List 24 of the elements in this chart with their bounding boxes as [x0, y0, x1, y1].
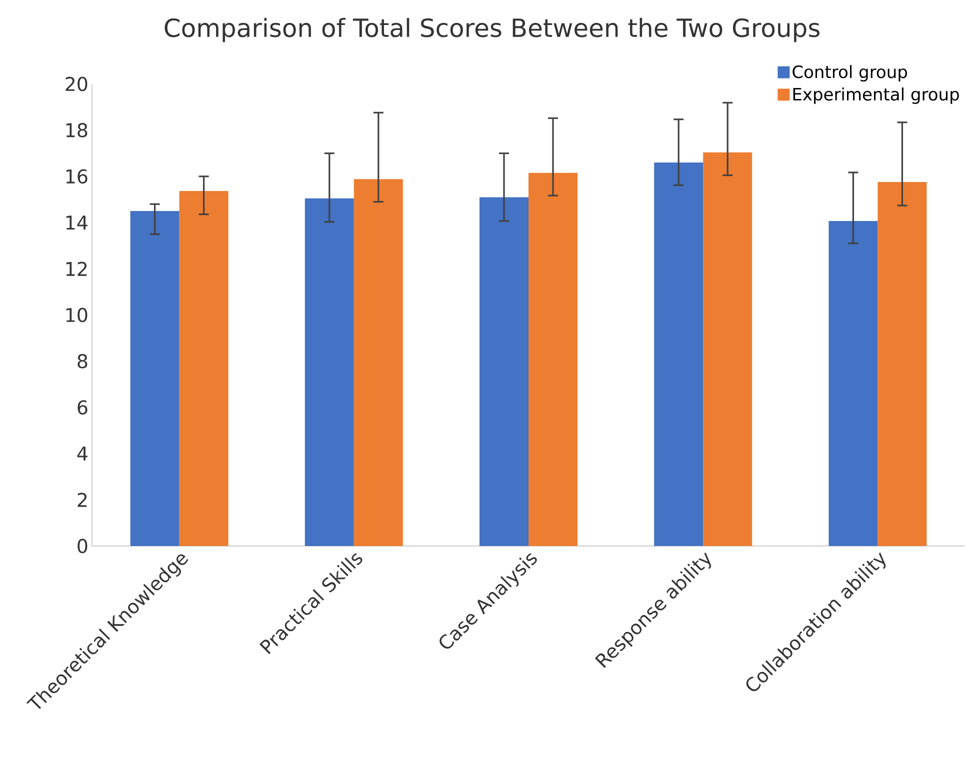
y-tick-label: 12 — [66, 262, 87, 276]
y-tick-label: 4 — [77, 446, 88, 461]
y-tick-label: 2 — [78, 492, 87, 507]
bar — [354, 179, 403, 546]
bar — [179, 190, 228, 546]
legend-label: Control group — [792, 65, 907, 82]
y-tick-label: 10 — [66, 308, 88, 322]
y-tick-label: 20 — [66, 76, 88, 92]
bar — [480, 197, 529, 546]
legend-label: Experimental group — [793, 87, 959, 104]
y-tick-label: 0 — [78, 538, 88, 554]
y-tick-label: 6 — [78, 400, 88, 415]
bar — [528, 172, 578, 546]
chart-title: Comparison of Total Scores Between the Two Groups — [164, 18, 820, 42]
bar — [703, 152, 752, 546]
bar — [304, 198, 354, 546]
y-tick-label: 14 — [66, 216, 88, 230]
bar — [878, 182, 927, 546]
bar — [828, 220, 878, 546]
y-tick-label: 8 — [78, 354, 88, 368]
bar — [654, 162, 704, 546]
y-tick-label: 16 — [66, 169, 88, 184]
y-tick-label: 18 — [66, 123, 88, 138]
bar — [130, 211, 180, 546]
